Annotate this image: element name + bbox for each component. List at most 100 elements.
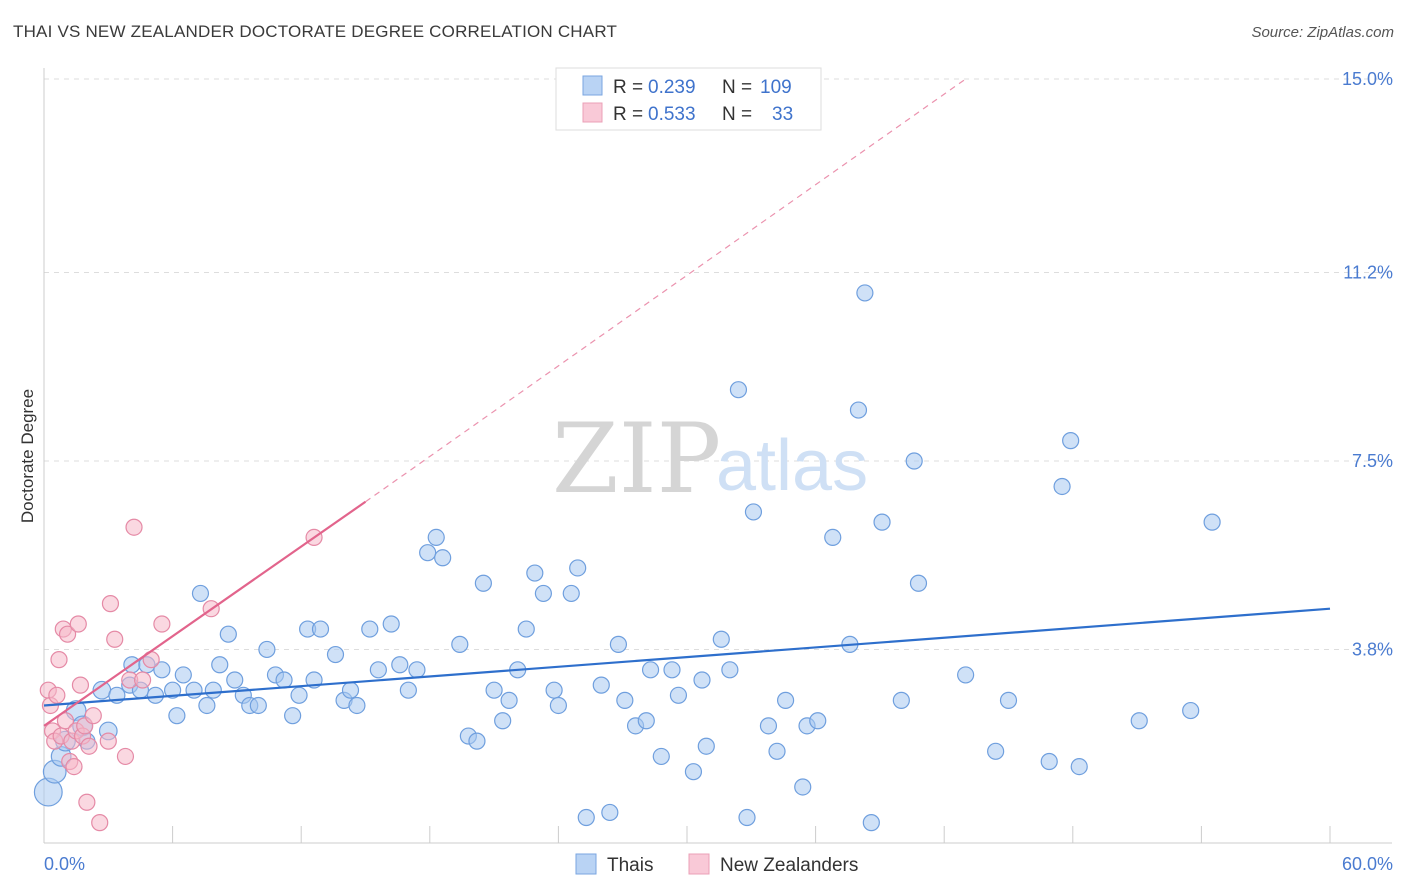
stats-r-value-thais: 0.239: [648, 77, 696, 98]
thais-point-85: [768, 742, 786, 760]
thais-point-78: [697, 737, 715, 755]
stats-legend-swatch-thais: [582, 75, 603, 96]
nz-point-4: [48, 686, 66, 704]
thais-point-64: [569, 559, 587, 577]
thais-point-35: [311, 620, 330, 638]
nz-point-14: [69, 615, 87, 633]
thais-point-50: [451, 635, 469, 653]
x-tick-label-0: 0.0%: [44, 854, 85, 874]
thais-point-98: [909, 574, 928, 592]
thais-point-93: [856, 284, 874, 302]
series-legend-label-thais: Thais: [607, 855, 653, 876]
thais-point-65: [577, 808, 595, 827]
trend-lines: [43, 78, 1331, 727]
thais-point-76: [684, 763, 703, 781]
thais-point-81: [729, 381, 748, 399]
nz-point-22: [99, 732, 117, 750]
thais-point-31: [275, 671, 293, 689]
thais-point-41: [361, 620, 379, 638]
thais-point-77: [693, 671, 711, 689]
stats-n-value-nz: 33: [772, 104, 793, 125]
nz-point-30: [153, 615, 171, 633]
thais-point-86: [776, 691, 795, 709]
grid-lines: [44, 78, 1392, 650]
thais-point-104: [1070, 757, 1088, 776]
thais-point-17: [168, 707, 186, 725]
nz-point-19: [80, 737, 98, 755]
thais-point-24: [219, 625, 237, 643]
y-tick-label-0: 3.8%: [1352, 639, 1393, 659]
stats-n-label-nz: N =: [722, 104, 752, 125]
thais-point-66: [592, 676, 610, 694]
chart-title: THAI VS NEW ZEALANDER DOCTORATE DEGREE C…: [13, 22, 618, 41]
thais-point-14: [146, 686, 165, 704]
nz-point-25: [116, 747, 135, 766]
thais-point-68: [609, 635, 628, 653]
thais-point-89: [809, 712, 827, 730]
thais-point-71: [637, 712, 655, 730]
y-tick-label-2: 11.2%: [1343, 263, 1393, 283]
thais-point-32: [284, 707, 302, 725]
nz-point-9: [58, 625, 77, 643]
thais-point-43: [382, 615, 400, 633]
series-legend-swatch-nz: [688, 853, 710, 875]
stats-r-label-nz: R =: [613, 104, 643, 125]
thais-point-79: [712, 630, 730, 648]
thais-point-95: [873, 513, 891, 531]
series-legend-swatch-thais: [575, 853, 597, 875]
thais-point-29: [258, 640, 276, 659]
thais-point-20: [191, 584, 210, 603]
thais-point-52: [468, 732, 486, 750]
thais-point-92: [849, 401, 868, 419]
thais-point-82: [738, 808, 756, 827]
nz-point-20: [84, 707, 102, 725]
thais-point-62: [549, 696, 568, 715]
thais-point-74: [663, 661, 681, 679]
thais-point-54: [485, 681, 503, 699]
thais-point-72: [641, 661, 660, 679]
axes: [43, 68, 1392, 844]
series-legend: Thais New Zealanders: [575, 853, 858, 876]
thais-point-94: [862, 814, 880, 832]
watermark: ZIP atlas: [552, 403, 868, 515]
thais-trend-line: [43, 607, 1331, 707]
y-tick-label-1: 7.5%: [1352, 451, 1393, 471]
thais-point-84: [759, 717, 778, 735]
y-tick-label-3: 15.0%: [1342, 69, 1393, 89]
thais-point-56: [500, 691, 518, 709]
thais-point-47: [419, 544, 437, 562]
nz-point-15: [71, 676, 90, 694]
thais-point-18: [174, 666, 192, 684]
thais-point-23: [211, 656, 229, 674]
thais-point-63: [562, 584, 580, 603]
thais-point-19: [185, 681, 203, 699]
thais-point-39: [341, 681, 360, 699]
watermark-atlas: atlas: [716, 426, 868, 506]
stats-legend-swatch-nz: [582, 102, 603, 123]
thais-point-100: [987, 742, 1005, 760]
nz-point-27: [125, 518, 143, 536]
thais-point-60: [534, 584, 552, 603]
nz-point-23: [101, 595, 120, 613]
watermark-zip: ZIP: [552, 403, 721, 515]
thais-point-53: [474, 574, 492, 592]
thais-point-69: [616, 691, 634, 709]
series-legend-label-nz: New Zealanders: [720, 855, 858, 876]
thais-point-46: [408, 661, 426, 679]
thais-point-103: [1062, 432, 1080, 450]
thais-point-21: [198, 696, 216, 715]
nz-points: [39, 518, 323, 832]
thais-point-101: [1040, 752, 1058, 771]
thais-point-90: [824, 528, 842, 547]
thais-point-80: [721, 661, 739, 679]
thais-point-16: [164, 681, 182, 699]
nz-point-8: [56, 712, 75, 730]
thais-point-83: [744, 503, 763, 521]
thais-point-37: [326, 645, 345, 664]
thais-point-73: [652, 747, 670, 766]
thais-points: [33, 284, 1221, 832]
nz-trend-extension: [365, 78, 966, 503]
thais-point-105: [1130, 712, 1148, 730]
thais-point-40: [348, 696, 366, 715]
